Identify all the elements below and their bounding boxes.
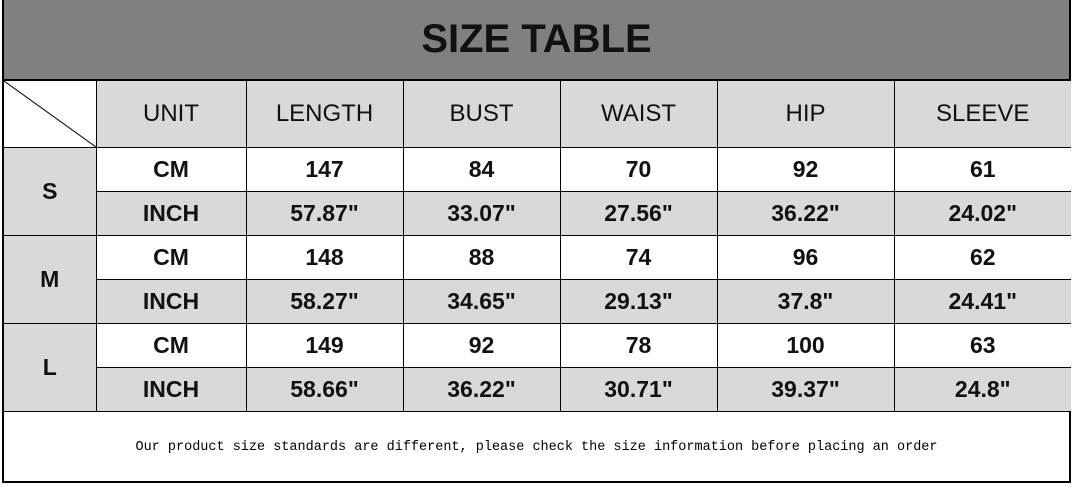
header-waist: WAIST — [559, 80, 718, 148]
value-cell: 24.41" — [893, 279, 1071, 324]
header-sleeve: SLEEVE — [893, 80, 1071, 148]
unit-cell: INCH — [96, 279, 247, 324]
value-cell: 92 — [716, 147, 895, 192]
value-cell: 30.71" — [559, 367, 718, 412]
value-cell: 70 — [559, 147, 718, 192]
table-row: L CM 149 92 78 100 63 — [4, 323, 1071, 412]
value-cell: 24.8" — [893, 367, 1071, 412]
value-cell: 74 — [559, 235, 718, 280]
value-cell: 148 — [245, 235, 404, 280]
table-row: INCH 58.66" 36.22" 30.71" 39.37" 24.8" — [4, 367, 1071, 412]
table-row: INCH 57.87" 33.07" 27.56" 36.22" 24.02" — [4, 191, 1071, 236]
value-cell: 92 — [402, 323, 561, 368]
value-cell: 57.87" — [245, 191, 404, 236]
value-cell: 34.65" — [402, 279, 561, 324]
header-bust: BUST — [402, 80, 561, 148]
table-row: M CM 148 88 74 96 62 — [4, 235, 1071, 324]
size-label: M — [4, 235, 97, 324]
unit-cell: INCH — [96, 367, 247, 412]
table-row: INCH 58.27" 34.65" 29.13" 37.8" 24.41" — [4, 279, 1071, 324]
size-label: L — [4, 323, 97, 412]
value-cell: 39.37" — [716, 367, 895, 412]
unit-cell: CM — [95, 235, 247, 280]
value-cell: 63 — [893, 323, 1071, 368]
unit-cell: CM — [95, 147, 247, 192]
size-note: Our product size standards are different… — [135, 440, 938, 455]
value-cell: 96 — [716, 235, 895, 280]
value-cell: 61 — [893, 147, 1071, 192]
value-cell: 33.07" — [402, 191, 561, 236]
unit-cell: CM — [95, 323, 247, 368]
header-row: UNIT LENGTH BUST WAIST HIP SLEEVE — [4, 80, 1071, 148]
page-title: SIZE TABLE — [4, 0, 1069, 80]
value-cell: 88 — [402, 235, 561, 280]
header-unit: UNIT — [95, 80, 247, 148]
size-table: UNIT LENGTH BUST WAIST HIP SLEEVE S CM 147… — [4, 80, 1071, 412]
value-cell: 29.13" — [559, 279, 718, 324]
header-length: LENGTH — [245, 80, 404, 148]
table-row: S CM 147 84 70 92 61 — [4, 147, 1071, 236]
size-label: S — [4, 147, 97, 236]
value-cell: 36.22" — [716, 191, 895, 236]
value-cell: 62 — [893, 235, 1071, 280]
value-cell: 27.56" — [559, 191, 718, 236]
value-cell: 147 — [245, 147, 404, 192]
diagonal-corner-cell — [4, 80, 97, 148]
value-cell: 149 — [245, 323, 404, 368]
value-cell: 58.66" — [245, 367, 404, 412]
value-cell: 78 — [559, 323, 718, 368]
unit-cell: INCH — [96, 191, 247, 236]
value-cell: 36.22" — [402, 367, 561, 412]
value-cell: 100 — [716, 323, 895, 368]
header-hip: HIP — [716, 80, 895, 148]
value-cell: 24.02" — [893, 191, 1071, 236]
value-cell: 37.8" — [716, 279, 895, 324]
value-cell: 58.27" — [245, 279, 404, 324]
value-cell: 84 — [402, 147, 561, 192]
